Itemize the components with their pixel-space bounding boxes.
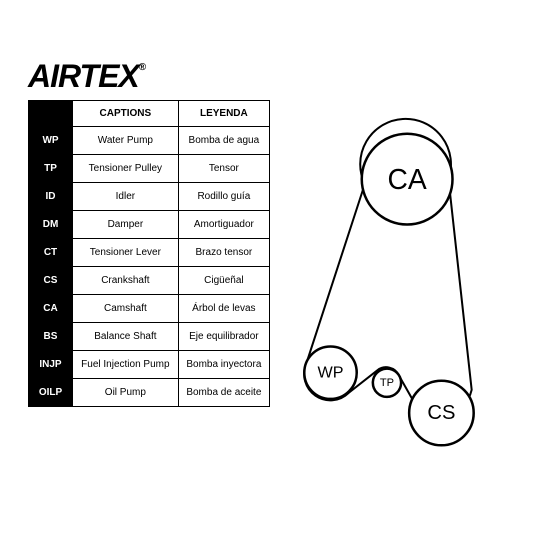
table-row: OILPOil PumpBomba de aceite [29,379,270,407]
table-row: TPTensioner PulleyTensor [29,155,270,183]
header-code [29,101,73,127]
leyenda-cell: Bomba de aceite [178,379,269,407]
table-row: INJPFuel Injection PumpBomba inyectora [29,351,270,379]
caption-cell: Tensioner Pulley [73,155,179,183]
leyenda-cell: Rodillo guía [178,183,269,211]
caption-cell: Idler [73,183,179,211]
caption-cell: Camshaft [73,295,179,323]
code-cell: CA [29,295,73,323]
code-cell: TP [29,155,73,183]
legend-table: CAPTIONS LEYENDA WPWater PumpBomba de ag… [28,100,270,407]
code-cell: CT [29,239,73,267]
caption-cell: Fuel Injection Pump [73,351,179,379]
caption-cell: Crankshaft [73,267,179,295]
table-row: BSBalance ShaftEje equilibrador [29,323,270,351]
code-cell: INJP [29,351,73,379]
code-cell: DM [29,211,73,239]
caption-cell: Water Pump [73,127,179,155]
header-leyenda: LEYENDA [178,101,269,127]
code-cell: ID [29,183,73,211]
code-cell: CS [29,267,73,295]
caption-cell: Damper [73,211,179,239]
pulley-label-cs: CS [427,402,455,424]
pulley-label-wp: WP [318,364,344,382]
content-area: CAPTIONS LEYENDA WPWater PumpBomba de ag… [28,100,512,480]
leyenda-cell: Cigüeñal [178,267,269,295]
diagram-svg: CA WP TP CS [270,100,512,480]
code-cell: OILP [29,379,73,407]
table-row: DMDamperAmortiguador [29,211,270,239]
registered-mark: ® [139,62,145,73]
belt-diagram: CA WP TP CS [270,100,512,480]
table-row: CTTensioner LeverBrazo tensor [29,239,270,267]
leyenda-cell: Bomba inyectora [178,351,269,379]
table-body: WPWater PumpBomba de aguaTPTensioner Pul… [29,127,270,407]
leyenda-cell: Brazo tensor [178,239,269,267]
leyenda-cell: Amortiguador [178,211,269,239]
header-captions: CAPTIONS [73,101,179,127]
caption-cell: Oil Pump [73,379,179,407]
table-header-row: CAPTIONS LEYENDA [29,101,270,127]
table-row: CACamshaftÁrbol de levas [29,295,270,323]
code-cell: WP [29,127,73,155]
caption-cell: Balance Shaft [73,323,179,351]
table-row: CSCrankshaftCigüeñal [29,267,270,295]
leyenda-cell: Bomba de agua [178,127,269,155]
brand-logo: AIRTEX® [28,58,145,95]
table-row: WPWater PumpBomba de agua [29,127,270,155]
leyenda-cell: Árbol de levas [178,295,269,323]
leyenda-cell: Tensor [178,155,269,183]
table-row: IDIdlerRodillo guía [29,183,270,211]
leyenda-cell: Eje equilibrador [178,323,269,351]
brand-name: AIRTEX [28,58,139,94]
caption-cell: Tensioner Lever [73,239,179,267]
pulley-label-ca: CA [388,163,427,195]
pulley-label-tp: TP [380,377,394,389]
code-cell: BS [29,323,73,351]
legend-table-wrap: CAPTIONS LEYENDA WPWater PumpBomba de ag… [28,100,270,480]
